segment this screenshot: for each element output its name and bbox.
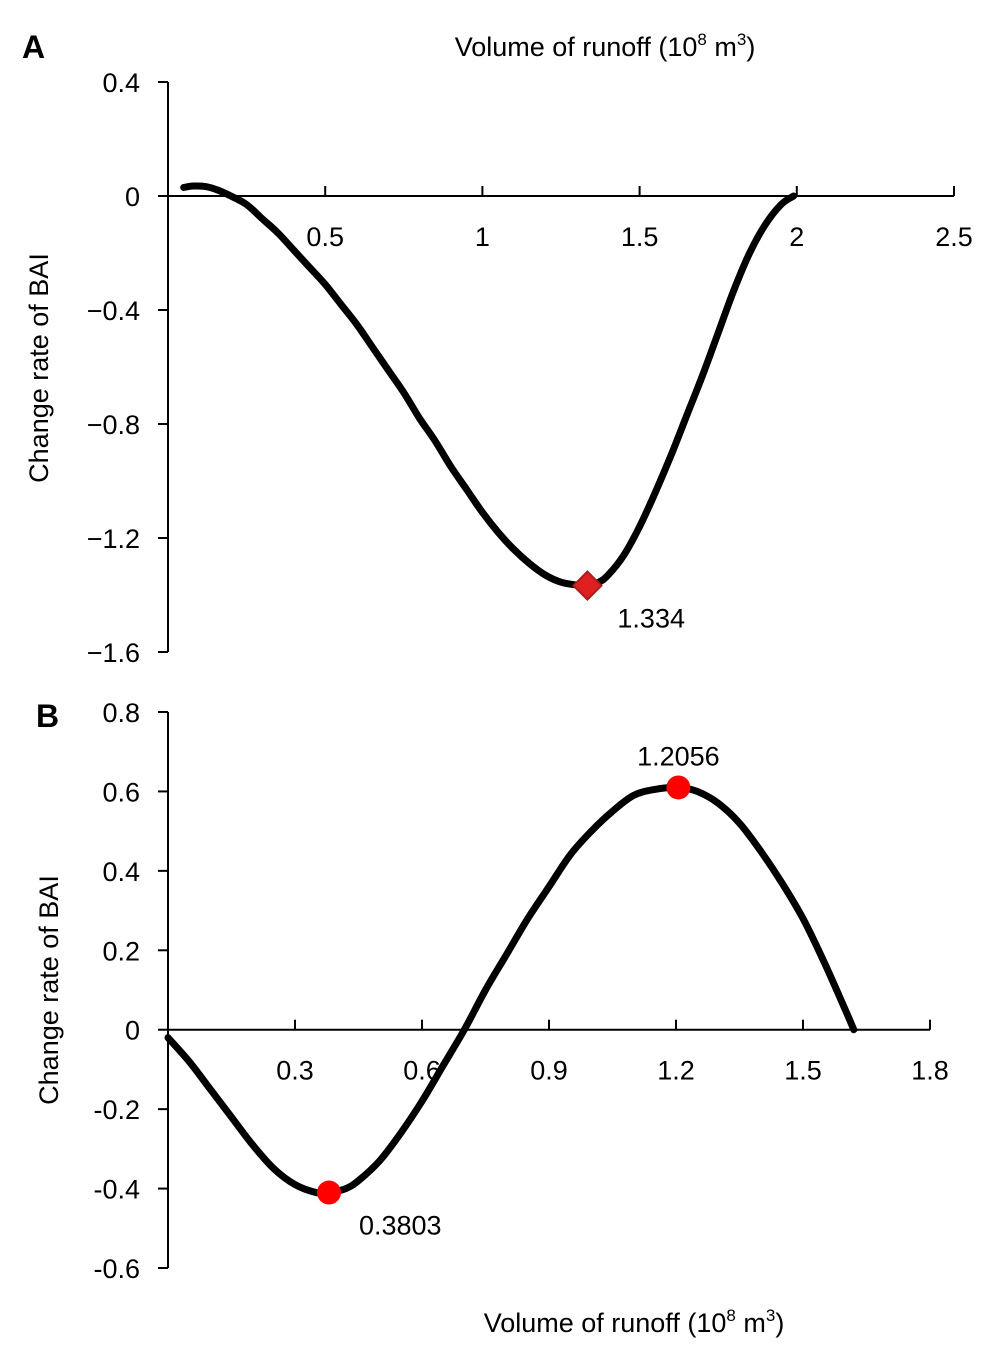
- y-tick-label: -0.2: [93, 1095, 140, 1125]
- panel-a-y-axis-title: Change rate of BAI: [24, 253, 54, 483]
- marker-value-label: 1.2056: [637, 741, 720, 771]
- y-tick-label: -0.6: [93, 1254, 140, 1284]
- x-tick-label: 2.5: [935, 222, 973, 252]
- panel-a: A Volume of runoff (108 m3) Change rate …: [22, 29, 973, 668]
- panel-b-ticks: 0.80.60.40.20-0.2-0.4-0.60.3 0.6 0.9 1.2 1.5…: [93, 698, 948, 1284]
- x-tick-label: 2: [789, 222, 804, 252]
- panel-b-letter: B: [36, 698, 59, 734]
- x-tick-label: 1.2: [657, 1056, 695, 1086]
- panel-a-markers: 1.334: [571, 570, 685, 634]
- x-tick-label: 0.3: [276, 1056, 314, 1086]
- panel-b-x-axis-title: Volume of runoff (108 m3): [484, 1306, 785, 1338]
- series-line: [164, 783, 858, 1197]
- panel-b-axes: [167, 712, 930, 1268]
- panel-a-ticks: 0.4 0 −0.4 −0.8 −1.2 −1.6 0.5 1 1.5 2 2.5: [87, 68, 973, 668]
- y-tick-label: −0.8: [87, 410, 140, 440]
- marker-value-label: 0.3803: [359, 1211, 442, 1241]
- y-tick-label: 0.4: [102, 857, 140, 887]
- panel-a-axes: [167, 82, 954, 652]
- panel-b-markers: 0.3803 1.2056: [316, 741, 720, 1241]
- y-tick-label: -0.4: [93, 1175, 140, 1205]
- diamond-marker: [571, 570, 603, 602]
- x-tick-label: 1.5: [621, 222, 659, 252]
- y-tick-label: 0.8: [102, 698, 140, 728]
- circle-marker: [316, 1180, 341, 1205]
- x-tick-label: 0.5: [306, 222, 344, 252]
- y-tick-label: −1.6: [87, 638, 140, 668]
- series-line: [180, 182, 798, 590]
- y-tick-label: −0.4: [87, 296, 140, 326]
- y-tick-label: 0.6: [102, 777, 140, 807]
- x-tick-label: 0.9: [530, 1056, 568, 1086]
- x-tick-label: 1: [475, 222, 490, 252]
- y-tick-label: 0.2: [102, 936, 140, 966]
- marker-value-label: 1.334: [617, 604, 685, 634]
- panel-b-series: [164, 783, 858, 1197]
- circle-marker: [666, 775, 691, 800]
- x-tick-label: 1.8: [911, 1056, 949, 1086]
- panel-b-y-axis-title: Change rate of BAI: [34, 875, 64, 1105]
- x-tick-label: 1.5: [784, 1056, 822, 1086]
- panel-a-x-axis-title: Volume of runoff (108 m3): [455, 30, 756, 62]
- panel-a-series: [180, 182, 798, 590]
- y-tick-label: 0: [125, 182, 140, 212]
- y-tick-label: 0: [125, 1016, 140, 1046]
- panel-a-letter: A: [22, 29, 45, 65]
- panel-b: B Volume of runoff (108 m3) Change rate …: [34, 698, 949, 1338]
- y-tick-label: 0.4: [102, 68, 140, 98]
- y-tick-label: −1.2: [87, 524, 140, 554]
